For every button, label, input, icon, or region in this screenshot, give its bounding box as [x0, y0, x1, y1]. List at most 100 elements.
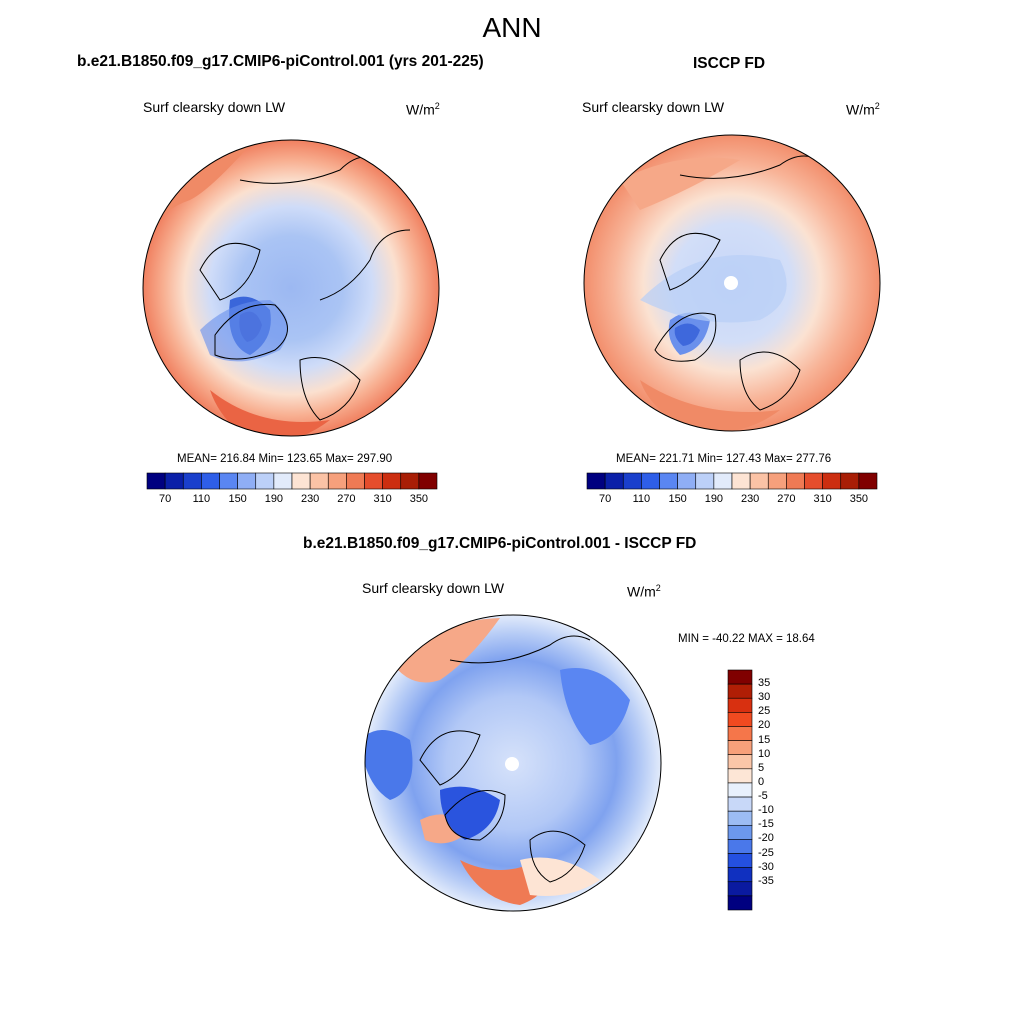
panel-2-map-border: [583, 134, 881, 432]
panel-3-colorbar-box: [727, 810, 753, 826]
panel-3-colorbar-tick-label: -20: [758, 832, 774, 845]
panel-1-colorbar-box: [255, 472, 275, 490]
panel-1-colorbar-tick-label: 230: [300, 493, 320, 505]
panel-2-colorbar-box: [604, 472, 624, 490]
panel-1-variable-label: Surf clearsky down LW: [143, 99, 286, 115]
panel-3-colorbar-box: [727, 867, 753, 883]
panel-3-colorbar-tick-label: 25: [758, 705, 771, 718]
panel-3-title: b.e21.B1850.f09_g17.CMIP6-piControl.001 …: [303, 535, 697, 552]
panel-2-colorbar-box: [731, 472, 751, 490]
panel-2-units: W/m2: [846, 101, 880, 118]
panel-3-colorbar: [727, 669, 753, 911]
panel-1-colorbar-box: [327, 472, 347, 490]
panel-3-colorbar-tick-label: 30: [758, 691, 771, 704]
panel-1-colorbar-box: [364, 472, 383, 490]
panel-3-colorbar-box: [727, 754, 753, 770]
panel-1-units: W/m2: [406, 101, 440, 118]
panel-3-colorbar-tick-label: -5: [758, 790, 768, 803]
panel-2-colorbar-box: [622, 472, 642, 490]
panel-3-map-border: [364, 614, 662, 912]
panel-2-colorbar-box: [641, 472, 660, 490]
panel-2-colorbar-tick-label: 190: [704, 493, 724, 505]
panel-1-colorbar-tick-label: 270: [337, 493, 356, 505]
panel-2-colorbar-tick-label: 310: [813, 493, 832, 505]
panel-1-colorbar-tick-label: 310: [373, 493, 392, 505]
panel-3-colorbar-tick-label: 10: [758, 747, 771, 760]
panel-3-variable-label: Surf clearsky down LW: [362, 580, 505, 596]
panel-3-colorbar-box: [727, 839, 753, 854]
panel-3-units: W/m2: [627, 583, 661, 600]
panel-2-variable-label: Surf clearsky down LW: [582, 99, 725, 115]
panel-1-colorbar-box: [219, 472, 238, 490]
panel-1-map-border: [142, 139, 440, 437]
main-title: ANN: [482, 12, 542, 43]
panel-3-colorbar-tick-label: -30: [758, 860, 774, 873]
panel-1-colorbar-tick-label: 150: [228, 493, 247, 505]
panel-2-colorbar-box: [677, 472, 697, 490]
panel-1-colorbar-box: [273, 472, 293, 490]
panel-3-colorbar-tick-label: 35: [758, 677, 771, 690]
panel-3-map: [365, 615, 661, 911]
panel-2-colorbar-tick-label: 150: [668, 493, 687, 505]
panel-3-colorbar-box: [727, 824, 753, 840]
panel-1-colorbar-box: [164, 472, 184, 490]
panel-1-colorbar-tick-label: 70: [159, 493, 172, 505]
panel-3-colorbar-tick-label: 5: [758, 761, 765, 774]
panel-2-colorbar-box: [749, 472, 769, 490]
panel-1-colorbar-box: [418, 472, 438, 490]
panel-2-colorbar: [586, 472, 878, 490]
panel-3-colorbar-box: [727, 712, 753, 727]
panel-3-colorbar-box: [727, 697, 753, 713]
panel-2-colorbar-box: [804, 472, 823, 490]
panel-3-colorbar-box: [727, 853, 753, 868]
panel-1-colorbar-box: [201, 472, 220, 490]
panel-3-colorbar-box: [727, 796, 753, 812]
panel-1-colorbar-tick-label: 190: [264, 493, 284, 505]
panel-2-colorbar-box: [840, 472, 860, 490]
panel-2-colorbar-box: [713, 472, 733, 490]
panel-3-colorbar-tick-label: -25: [758, 846, 774, 859]
panel-1-colorbar-tick-label: 110: [192, 493, 211, 505]
panel-2-colorbar-tick-label: 350: [849, 493, 869, 505]
panel-3-colorbar-box: [727, 895, 753, 911]
panel-1-colorbar: [146, 472, 438, 490]
panel-3-colorbar-tick-label: 15: [758, 733, 771, 746]
panel-1-colorbar-box: [146, 472, 166, 490]
panel-2-map: [584, 135, 880, 431]
panel-1-colorbar-tick-label: 350: [409, 493, 429, 505]
panel-1-colorbar-box: [291, 472, 311, 490]
panel-1-stats: MEAN= 216.84 Min= 123.65 Max= 297.90: [177, 453, 393, 465]
panel-3-colorbar-tick-label: 0: [758, 775, 765, 788]
panel-2-colorbar-box: [858, 472, 878, 490]
panel-2-colorbar-tick-label: 270: [777, 493, 796, 505]
panel-3-colorbar-box: [727, 726, 753, 741]
panel-2-colorbar-box: [586, 472, 606, 490]
panel-1-map: [143, 140, 439, 436]
panel-3-colorbar-tick-label: -10: [758, 804, 774, 817]
panel-1-colorbar-box: [400, 472, 420, 490]
panel-2-colorbar-tick-label: 70: [599, 493, 612, 505]
panel-2-colorbar-box: [786, 472, 805, 490]
panel-3-colorbar-box: [727, 768, 753, 784]
panel-3-colorbar-tick-label: 20: [758, 719, 771, 732]
panel-3-colorbar-box: [727, 683, 753, 699]
panel-3-stats: MIN = -40.22 MAX = 18.64: [678, 633, 815, 645]
panel-1-colorbar-box: [309, 472, 329, 490]
panel-3-colorbar-box: [727, 881, 753, 897]
panel-1-title: b.e21.B1850.f09_g17.CMIP6-piControl.001 …: [77, 53, 484, 70]
panel-2-colorbar-box: [822, 472, 842, 490]
panel-2-colorbar-box: [695, 472, 715, 490]
panel-2-stats: MEAN= 221.71 Min= 127.43 Max= 277.76: [616, 453, 832, 465]
panel-1-colorbar-box: [382, 472, 402, 490]
panel-2-colorbar-box: [659, 472, 678, 490]
panel-3-colorbar-box: [727, 669, 753, 685]
panel-3-colorbar-tick-label: -15: [758, 818, 774, 831]
panel-3-colorbar-box: [727, 740, 753, 756]
panel-1-colorbar-box: [346, 472, 365, 490]
panel-2-colorbar-tick-label: 230: [740, 493, 760, 505]
panel-2-title: ISCCP FD: [693, 55, 766, 72]
panel-2-colorbar-box: [767, 472, 787, 490]
panel-1-colorbar-box: [237, 472, 257, 490]
panel-2-colorbar-tick-label: 110: [632, 493, 651, 505]
